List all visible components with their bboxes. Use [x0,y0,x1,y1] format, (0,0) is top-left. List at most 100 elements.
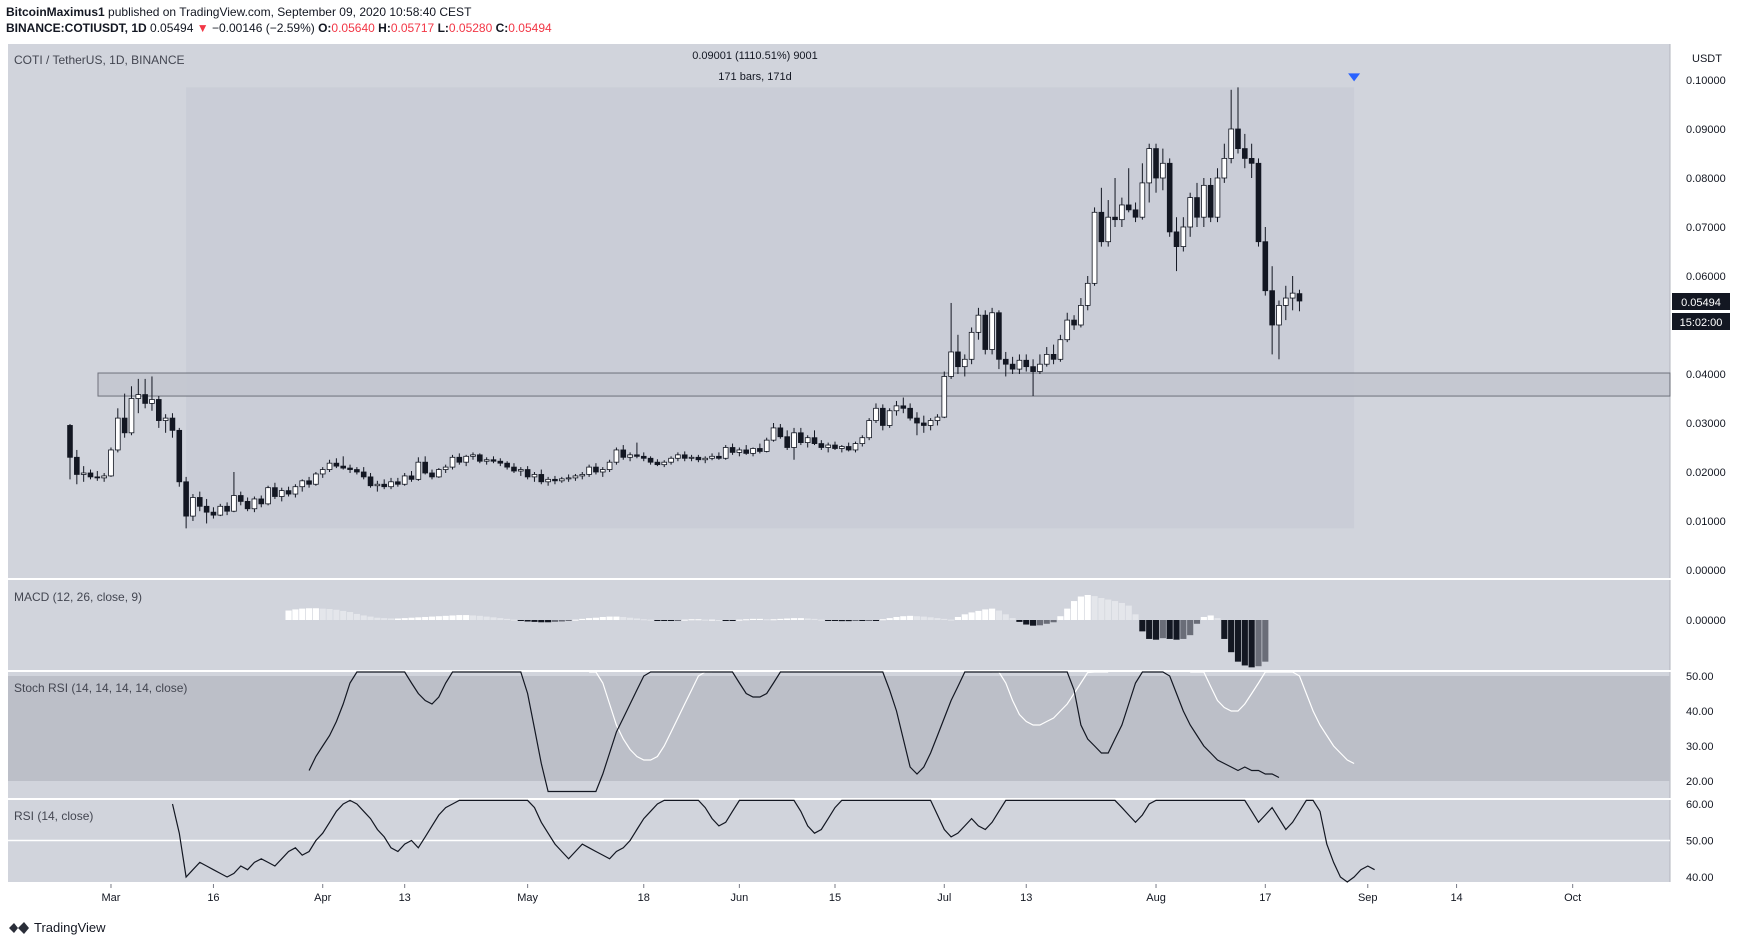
macd-bar [674,620,681,621]
macd-bar [1248,620,1255,668]
candle-up [231,495,237,512]
macd-bar [606,616,613,620]
candle-down [456,456,463,463]
macd-bar [1070,601,1078,620]
macd-bar [770,619,777,621]
macd-tick-label: 0.00000 [1686,615,1726,627]
macd-bar [469,615,477,620]
candle-up [825,444,831,448]
x-tick-label: Aug [1146,892,1166,904]
candle-down [169,417,176,431]
open-value: 0.05640 [331,21,375,35]
candle-down [1269,290,1275,326]
low-label: L: [437,21,449,35]
macd-bar [497,618,504,620]
candle-up [770,427,777,441]
candle-up [80,472,87,475]
macd-bar [845,620,852,622]
macd-bar [456,615,463,620]
candle-up [1043,353,1050,365]
candle-down [367,476,374,487]
stoch-pane-title: Stoch RSI (14, 14, 14, 14, close) [14,681,187,695]
macd-bar [408,617,415,620]
close-value: 0.05494 [508,21,552,35]
candle-up [108,449,114,477]
x-tick-label: 13 [399,892,411,904]
macd-bar [599,616,606,620]
candle-up [292,486,299,495]
macd-bar [982,609,989,620]
candle-down [1050,353,1057,360]
macd-bar [831,620,839,621]
price-change: −0.00146 (−2.59%) [211,21,315,35]
candle-up [565,477,572,480]
macd-bar [954,616,962,620]
candle-down [306,480,312,485]
macd-bar [545,620,552,623]
last-price-badge-text: 0.05494 [1681,297,1721,309]
candle-down [74,456,80,475]
candle-down [1255,162,1262,243]
macd-bar [872,620,880,621]
macd-bar [1023,620,1030,625]
macd-bar [572,619,579,621]
macd-bar [1064,608,1071,620]
candle-up [1221,157,1228,179]
open-label: O: [318,21,332,35]
candle-down [285,490,292,495]
price-tick-label: 0.03000 [1686,418,1726,430]
price-tick-label: 0.02000 [1686,467,1726,479]
candle-down [272,487,278,497]
macd-bar [708,619,716,621]
price-pane-title: COTI / TetherUS, 1D, BINANCE [14,53,185,67]
candle-up [1289,292,1296,299]
macd-bar [736,619,743,621]
candle-up [1160,162,1166,179]
candle-down [524,469,531,478]
macd-pane-title: MACD (12, 26, close, 9) [14,590,142,604]
candle-up [859,437,866,444]
candle-down [784,436,790,448]
candle-down [333,462,340,467]
candle-down [777,427,784,438]
macd-bar [627,617,634,620]
candle-up [436,469,442,478]
macd-bar [1180,620,1187,639]
candle-up [1091,211,1098,284]
macd-bar [913,616,921,620]
author-name[interactable]: BitcoinMaximus1 [6,5,105,19]
macd-bar [1173,620,1180,640]
macd-bar [722,620,729,621]
candle-down [176,429,183,483]
macd-bar [777,618,784,620]
macd-bar [476,615,483,620]
candle-up [586,466,592,475]
x-tick-label: 18 [638,892,650,904]
macd-bar [667,620,675,621]
down-arrow-icon: ▼ [196,21,209,35]
macd-bar [1187,620,1194,636]
macd-bar [592,617,600,620]
stoch-d-line-3 [1190,671,1355,765]
candle-down [381,483,387,488]
candle-down [900,405,907,409]
macd-bar [948,619,955,621]
candle-down [87,472,94,478]
macd-bar [1139,620,1146,632]
candle-down [1009,363,1016,370]
candle-down [1173,231,1180,247]
macd-bar [934,618,941,620]
candle-down [1071,319,1077,326]
x-tick-label: Oct [1564,892,1581,904]
macd-bar [825,620,832,621]
candle-down [729,447,736,453]
candle-up [736,449,743,453]
tradingview-footer[interactable]: TradingView [8,920,106,935]
candle-down [1002,358,1009,365]
candle-up [1064,319,1071,341]
candle-up [709,455,715,459]
macd-bar [333,609,340,620]
macd-bar [852,620,859,621]
stoch-d-line-1 [589,671,713,761]
